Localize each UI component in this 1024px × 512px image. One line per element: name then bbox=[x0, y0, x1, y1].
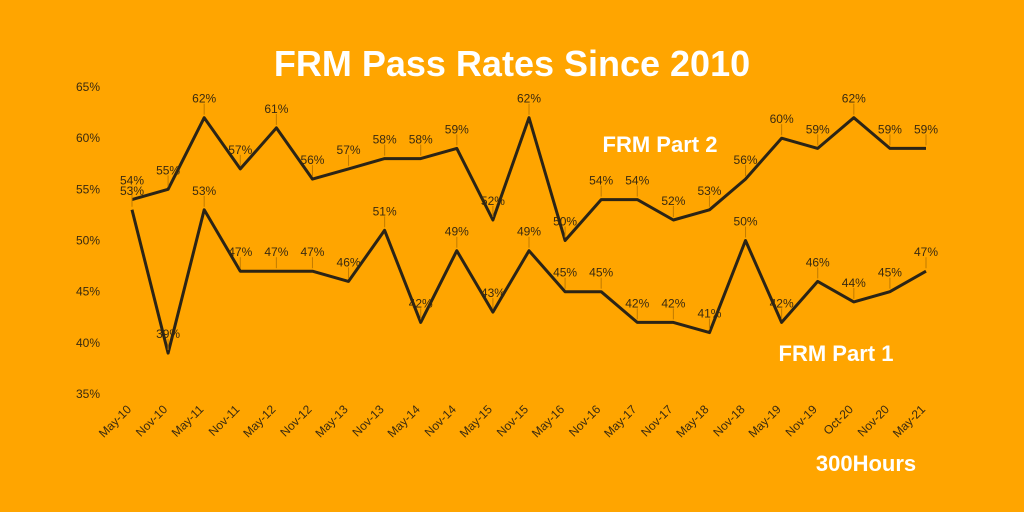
data-label: 52% bbox=[661, 194, 685, 208]
x-tick-label: May-10 bbox=[96, 402, 134, 440]
data-label: 61% bbox=[264, 102, 288, 116]
data-label: 57% bbox=[228, 143, 252, 157]
data-label: 59% bbox=[914, 122, 938, 136]
data-label: 57% bbox=[337, 143, 361, 157]
data-label: 52% bbox=[481, 194, 505, 208]
data-label: 45% bbox=[553, 266, 577, 280]
data-label: 62% bbox=[517, 92, 541, 106]
x-tick-label: May-14 bbox=[385, 402, 423, 440]
x-tick-label: Nov-10 bbox=[133, 402, 170, 439]
x-tick-label: Nov-17 bbox=[638, 402, 675, 439]
data-label: 42% bbox=[409, 296, 433, 310]
x-tick-label: Nov-14 bbox=[422, 402, 459, 439]
data-label: 54% bbox=[625, 174, 649, 188]
data-label: 60% bbox=[770, 112, 794, 126]
series-line-part1 bbox=[130, 208, 927, 355]
data-label: 56% bbox=[734, 153, 758, 167]
data-label: 47% bbox=[228, 245, 252, 259]
data-label: 50% bbox=[734, 215, 758, 229]
data-label: 45% bbox=[589, 266, 613, 280]
x-tick-label: May-21 bbox=[890, 402, 928, 440]
data-label: 51% bbox=[373, 204, 397, 218]
y-axis: 35% 40% 45% 50% 55% 60% 65% bbox=[76, 80, 100, 401]
data-label: 47% bbox=[300, 245, 324, 259]
series-label-part2: FRM Part 2 bbox=[603, 132, 718, 157]
data-label: 49% bbox=[517, 225, 541, 239]
data-label: 42% bbox=[625, 296, 649, 310]
x-tick-label: Nov-11 bbox=[206, 402, 243, 439]
chart-title: FRM Pass Rates Since 2010 bbox=[274, 43, 750, 84]
data-label: 53% bbox=[697, 184, 721, 198]
x-tick-label: Nov-18 bbox=[710, 402, 747, 439]
data-label: 39% bbox=[156, 327, 180, 341]
data-label: 41% bbox=[697, 307, 721, 321]
data-label: 62% bbox=[842, 92, 866, 106]
data-label: 58% bbox=[373, 133, 397, 147]
data-label: 59% bbox=[878, 122, 902, 136]
data-label: 42% bbox=[661, 296, 685, 310]
data-label: 55% bbox=[156, 163, 180, 177]
data-label: 45% bbox=[878, 266, 902, 280]
data-label: 59% bbox=[445, 122, 469, 136]
data-label: 46% bbox=[337, 255, 361, 269]
data-label: 58% bbox=[409, 133, 433, 147]
data-label: 56% bbox=[300, 153, 324, 167]
data-label: 50% bbox=[553, 215, 577, 229]
data-label: 46% bbox=[806, 255, 830, 269]
data-labels: 54% 55% 62% 57% 61% 56% 57% 58% 58% 59% 52% 62% 50% 5… bbox=[120, 92, 938, 351]
series-line-part2 bbox=[131, 116, 926, 242]
data-label: 42% bbox=[770, 296, 794, 310]
data-label: 43% bbox=[481, 286, 505, 300]
y-tick-label: 40% bbox=[76, 336, 100, 350]
x-tick-label: Nov-15 bbox=[494, 402, 531, 439]
y-tick-label: 45% bbox=[76, 285, 100, 299]
data-label: 44% bbox=[842, 276, 866, 290]
x-tick-label: May-15 bbox=[457, 402, 495, 440]
x-tick-label: May-17 bbox=[601, 402, 639, 440]
y-tick-label: 50% bbox=[76, 234, 100, 248]
x-tick-label: Nov-13 bbox=[350, 402, 387, 439]
x-tick-label: May-19 bbox=[746, 402, 784, 440]
data-label: 54% bbox=[120, 174, 144, 188]
data-label: 53% bbox=[192, 184, 216, 198]
x-tick-label: May-11 bbox=[169, 402, 207, 440]
x-tick-label: May-16 bbox=[529, 402, 567, 440]
y-tick-label: 65% bbox=[76, 80, 100, 94]
data-label: 49% bbox=[445, 225, 469, 239]
x-tick-label: Oct-20 bbox=[821, 402, 857, 438]
x-tick-label: Nov-19 bbox=[783, 402, 820, 439]
x-tick-label: Nov-16 bbox=[566, 402, 603, 439]
x-tick-label: May-13 bbox=[312, 402, 350, 440]
x-tick-label: May-12 bbox=[240, 402, 278, 440]
y-tick-label: 55% bbox=[76, 182, 100, 196]
x-tick-label: Nov-20 bbox=[855, 402, 892, 439]
y-tick-label: 35% bbox=[76, 387, 100, 401]
data-label: 47% bbox=[264, 245, 288, 259]
data-label: 47% bbox=[914, 245, 938, 259]
data-label: 59% bbox=[806, 122, 830, 136]
x-tick-label: Nov-12 bbox=[277, 402, 314, 439]
data-label: 53% bbox=[120, 184, 144, 198]
brand-watermark: 300Hours bbox=[816, 451, 916, 476]
x-tick-label: May-18 bbox=[673, 402, 711, 440]
series-label-part1: FRM Part 1 bbox=[779, 341, 894, 366]
data-label: 54% bbox=[589, 174, 613, 188]
y-tick-label: 60% bbox=[76, 131, 100, 145]
data-label: 62% bbox=[192, 92, 216, 106]
series-lines bbox=[130, 116, 927, 355]
